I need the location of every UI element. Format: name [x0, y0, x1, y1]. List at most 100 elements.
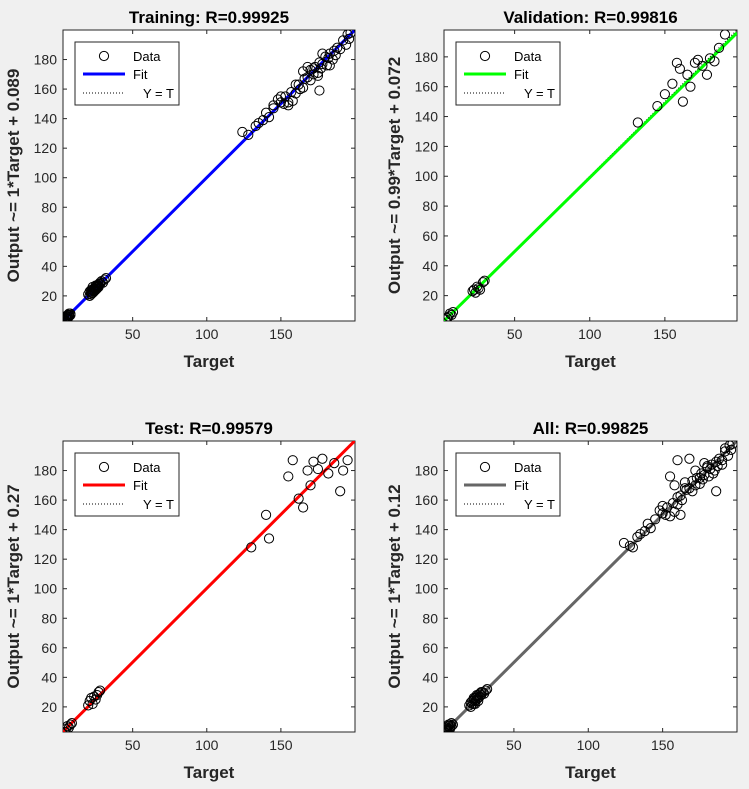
- y-tick-label: 140: [34, 111, 58, 127]
- data-point: [329, 45, 340, 56]
- y-tick-label: 160: [415, 492, 439, 508]
- y-tick-label: 60: [422, 640, 438, 656]
- data-point: [308, 456, 319, 467]
- data-point: [65, 719, 76, 730]
- data-point: [317, 58, 328, 70]
- data-point: [275, 91, 286, 102]
- data-point: [308, 69, 319, 80]
- x-tick-label: 150: [653, 326, 677, 342]
- data-point: [268, 103, 279, 114]
- data-point: [278, 98, 289, 109]
- x-axis-label: Target: [565, 763, 616, 782]
- legend-label: Y = T: [143, 497, 174, 512]
- data-point: [298, 82, 309, 93]
- data-point: [90, 694, 101, 705]
- data-point: [727, 441, 737, 450]
- y-axis-label: Output ~= 1*Target + 0.27: [4, 484, 23, 688]
- data-point: [444, 722, 451, 732]
- data-point: [711, 486, 722, 497]
- y-tick-label: 100: [34, 170, 58, 186]
- legend-label: Fit: [514, 67, 529, 82]
- data-point: [260, 509, 272, 520]
- legend-label: Fit: [514, 478, 529, 493]
- x-tick-label: 100: [195, 326, 219, 342]
- y-tick-label: 20: [422, 288, 438, 304]
- data-point: [335, 486, 346, 497]
- data-point: [632, 117, 643, 128]
- data-point: [473, 695, 484, 707]
- legend-label: Y = T: [524, 86, 555, 101]
- y-tick-label: 120: [415, 138, 439, 154]
- data-point: [283, 97, 294, 108]
- legend-label: Data: [514, 49, 542, 64]
- data-point: [482, 684, 493, 695]
- data-point: [321, 60, 332, 71]
- data-point: [298, 502, 309, 513]
- data-point: [444, 725, 453, 732]
- x-tick-label: 50: [125, 326, 141, 342]
- chart-title: Training: R=0.99925: [129, 8, 289, 27]
- y-tick-label: 180: [415, 49, 439, 65]
- data-point: [444, 723, 456, 732]
- x-tick-label: 50: [506, 737, 522, 753]
- data-point: [650, 514, 661, 525]
- data-point: [713, 42, 725, 54]
- data-point: [83, 700, 94, 711]
- data-point: [258, 115, 269, 126]
- data-point: [305, 480, 316, 491]
- data-point: [468, 284, 480, 295]
- data-point: [323, 468, 334, 479]
- data-point: [66, 718, 77, 729]
- fit-line: [444, 31, 737, 321]
- chart-3: 50 100 150 20 40 60 80 100 120 140 160 180 Test: R=0…: [4, 419, 356, 782]
- plot-content: [444, 30, 737, 321]
- data-point: [317, 48, 328, 59]
- data-point: [694, 472, 705, 484]
- data-point: [444, 308, 456, 319]
- data-point: [329, 458, 340, 469]
- y-tick-label: 140: [415, 522, 439, 538]
- legend-box: [455, 452, 561, 517]
- y-tick-label: 120: [34, 551, 58, 567]
- data-point: [699, 458, 710, 469]
- data-point: [89, 286, 100, 297]
- data-point: [618, 537, 630, 549]
- data-point: [447, 306, 459, 318]
- y-tick-label: 100: [415, 168, 439, 184]
- y-tick-label: 140: [415, 109, 439, 125]
- legend-data-marker: [98, 461, 110, 473]
- y-tick-label: 40: [422, 669, 438, 685]
- data-point: [317, 453, 328, 464]
- x-tick-label: 100: [195, 737, 219, 753]
- data-point: [308, 63, 319, 74]
- data-point: [100, 273, 112, 284]
- data-point: [302, 465, 313, 476]
- data-point: [632, 531, 643, 543]
- data-point: [314, 57, 325, 68]
- data-point: [684, 453, 695, 464]
- data-point: [685, 81, 696, 92]
- y-tick-label: 80: [422, 198, 438, 214]
- data-point: [302, 72, 313, 83]
- data-point: [639, 526, 650, 537]
- data-point: [302, 61, 313, 73]
- data-point: [305, 75, 316, 86]
- y-tick-label: 160: [415, 79, 439, 95]
- y-tick-label: 180: [415, 463, 439, 479]
- data-point: [645, 523, 656, 534]
- legend-data-marker: [98, 50, 110, 62]
- data-point: [709, 56, 720, 67]
- legend-data-marker: [479, 50, 491, 62]
- data-point: [94, 685, 106, 696]
- y-tick-label: 80: [41, 610, 57, 626]
- x-axis-label: Target: [184, 763, 235, 782]
- plot-content: [444, 441, 737, 732]
- data-point: [63, 311, 73, 321]
- data-point: [444, 719, 454, 730]
- y-tick-label: 160: [34, 492, 58, 508]
- data-point: [246, 542, 257, 553]
- y-tick-label: 160: [34, 81, 58, 97]
- y-axis-label: Output ~= 1*Target + 0.12: [385, 484, 404, 688]
- data-point: [690, 480, 701, 491]
- data-point: [701, 69, 713, 80]
